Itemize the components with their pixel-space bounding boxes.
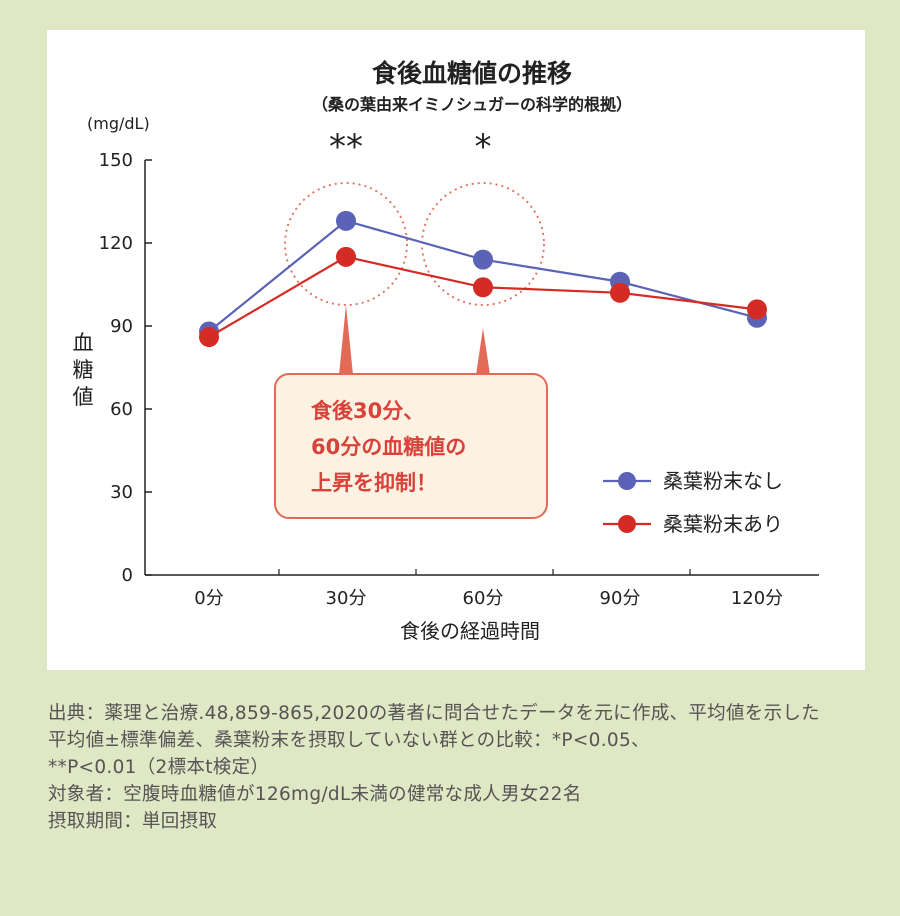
x-tick-label: 120分: [731, 588, 783, 609]
legend-label: 桑葉粉末あり: [663, 512, 783, 536]
y-tick-label: 60: [110, 399, 133, 420]
data-point: [473, 249, 493, 270]
x-tick-label: 90分: [600, 588, 641, 609]
data-point: [747, 299, 767, 320]
footnotes: 出典：薬理と治療.48,859-865,2020の著者に問合せたデータを元に作成…: [48, 700, 858, 835]
footnote-stats: 平均値±標準偏差、桑葉粉末を摂取していない群との比較：*P<0.05、: [48, 730, 650, 751]
callout-box: [274, 373, 548, 519]
y-tick-label: 0: [122, 565, 133, 586]
data-point: [610, 282, 630, 303]
callout-text: 上昇を抑制！: [311, 471, 437, 495]
data-point: [336, 246, 356, 267]
x-tick-label: 0分: [194, 588, 223, 609]
y-axis-label: 血糖値: [73, 331, 94, 409]
y-axis: 0 30 60 90 120 150: [99, 150, 152, 586]
data-point: [473, 277, 493, 298]
svg-text:糖: 糖: [73, 358, 94, 382]
footnote-subjects: 対象者：空腹時血糖値が126mg/dL未満の健常な成人男女22名: [48, 784, 582, 805]
data-point: [199, 327, 219, 348]
y-unit-label: (mg/dL): [87, 114, 150, 133]
chart-title: 食後血糖値の推移: [372, 59, 572, 88]
callout-pointer: [476, 328, 490, 375]
series-without-powder: [199, 210, 767, 342]
y-tick-label: 90: [110, 316, 133, 337]
data-point: [336, 210, 356, 231]
chart-subtitle: （桑の葉由来イミノシュガーの科学的根拠）: [312, 95, 632, 114]
significance-label: *: [475, 127, 492, 167]
footnote-test: **P<0.01（2標本t検定）: [48, 757, 270, 778]
svg-text:値: 値: [73, 385, 94, 409]
chart: 食後血糖値の推移 （桑の葉由来イミノシュガーの科学的根拠） (mg/dL) **…: [73, 59, 819, 643]
callout-text: 60分の血糖値の: [311, 435, 466, 459]
significance-circle: [421, 182, 545, 306]
significance-circle: [284, 182, 408, 306]
callout-text: 食後30分、: [311, 399, 424, 423]
y-tick-label: 120: [99, 233, 133, 254]
x-tick-label: 30分: [326, 588, 367, 609]
svg-text:血: 血: [73, 331, 94, 355]
series-with-powder: [199, 246, 767, 348]
footnote-period: 摂取期間：単回摂取: [48, 811, 218, 832]
y-tick-label: 30: [110, 482, 133, 503]
x-tick-label: 60分: [463, 588, 504, 609]
x-axis: 0分 30分 60分 90分 120分: [145, 569, 819, 609]
legend-marker: [618, 472, 636, 490]
footnote-source: 出典：薬理と治療.48,859-865,2020の著者に問合せたデータを元に作成…: [48, 703, 820, 724]
significance-label: **: [329, 127, 363, 167]
y-tick-label: 150: [99, 150, 133, 171]
series-line: [208, 219, 758, 333]
chart-panel: 食後血糖値の推移 （桑の葉由来イミノシュガーの科学的根拠） (mg/dL) **…: [47, 30, 865, 670]
callout-pointer: [339, 305, 353, 375]
x-axis-label: 食後の経過時間: [400, 619, 540, 643]
legend-label: 桑葉粉末なし: [663, 469, 783, 493]
legend-marker: [618, 515, 636, 533]
